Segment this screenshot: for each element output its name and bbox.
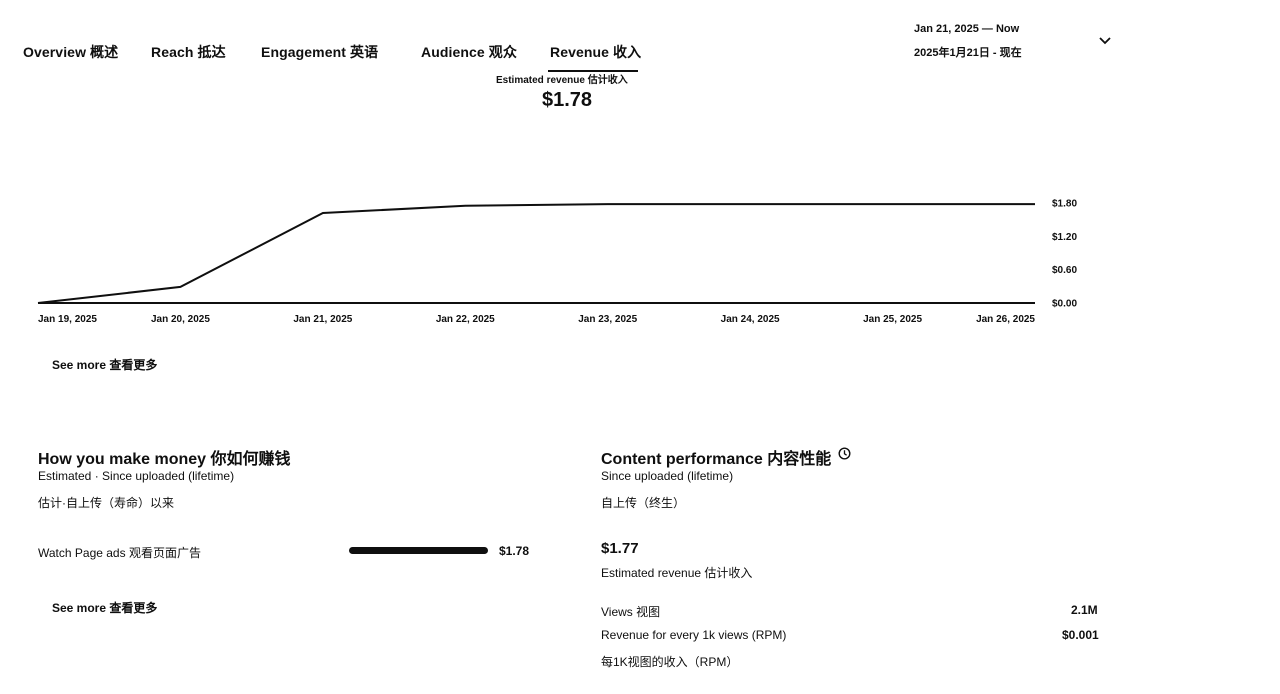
tab-revenue[interactable]: Revenue 收入	[550, 44, 642, 60]
x-tick-label: Jan 24, 2025	[721, 314, 780, 325]
x-tick-label: Jan 25, 2025	[863, 314, 922, 325]
y-tick-label: $1.20	[1052, 232, 1077, 243]
clock-icon[interactable]	[838, 447, 851, 460]
x-tick-label: Jan 21, 2025	[293, 314, 352, 325]
content-revenue-value: $1.77	[601, 540, 639, 557]
money-subtitle-cn: 估计·自上传（寿命）以来	[38, 496, 174, 510]
x-tick-label: Jan 23, 2025	[578, 314, 637, 325]
series-line	[37, 203, 1035, 304]
content-revenue-label: Estimated revenue 估计收入	[601, 566, 753, 580]
content-subtitle: Since uploaded (lifetime)	[601, 469, 734, 483]
watch-page-ads-value: $1.78	[499, 544, 530, 558]
money-subtitle: Estimated · Since uploaded (lifetime)	[38, 469, 235, 483]
x-tick-label: Jan 22, 2025	[436, 314, 495, 325]
x-tick-label: Jan 19, 2025	[38, 314, 97, 325]
tab-engagement[interactable]: Engagement 英语	[261, 44, 379, 60]
see-more-link[interactable]: See more 查看更多	[52, 358, 158, 372]
rpm-label-cn: 每1K视图的收入（RPM）	[601, 655, 739, 669]
x-tick-label: Jan 20, 2025	[151, 314, 210, 325]
chevron-down-icon[interactable]	[1096, 32, 1114, 50]
y-tick-label: $1.80	[1052, 199, 1077, 210]
rpm-value: $0.001	[1062, 628, 1099, 642]
views-value: 2.1M	[1071, 603, 1098, 617]
money-title: How you make money 你如何赚钱	[38, 451, 291, 468]
active-tab-indicator	[548, 70, 638, 72]
y-tick-label: $0.00	[1052, 299, 1077, 310]
x-tick-label: Jan 26, 2025	[976, 314, 1035, 325]
content-title: Content performance 内容性能	[601, 451, 832, 468]
rpm-label: Revenue for every 1k views (RPM)	[601, 628, 787, 642]
watch-page-ads-label: Watch Page ads 观看页面广告	[38, 546, 201, 560]
see-more-money-link[interactable]: See more 查看更多	[52, 601, 158, 615]
content-subtitle-cn: 自上传（终生）	[601, 496, 686, 510]
metric-label: Estimated revenue 估计收入	[496, 75, 628, 86]
watch-page-ads-bar	[349, 547, 488, 554]
tab-audience[interactable]: Audience 观众	[421, 44, 518, 60]
date-range-primary[interactable]: Jan 21, 2025 — Now	[914, 23, 1020, 35]
views-label: Views 视图	[601, 605, 661, 619]
date-range-secondary[interactable]: 2025年1月21日 - 现在	[914, 47, 1022, 59]
metric-value: $1.78	[542, 89, 593, 111]
tab-reach[interactable]: Reach 抵达	[151, 44, 226, 60]
revenue-chart: Jan 19, 2025 Jan 20, 2025 Jan 21, 2025 Jan …	[0, 0, 1280, 340]
tab-overview[interactable]: Overview 概述	[23, 44, 119, 60]
revenue-chart-svg: Jan 19, 2025 Jan 20, 2025 Jan 21, 2025 Jan …	[37, 199, 1077, 325]
y-tick-label: $0.60	[1052, 265, 1077, 276]
